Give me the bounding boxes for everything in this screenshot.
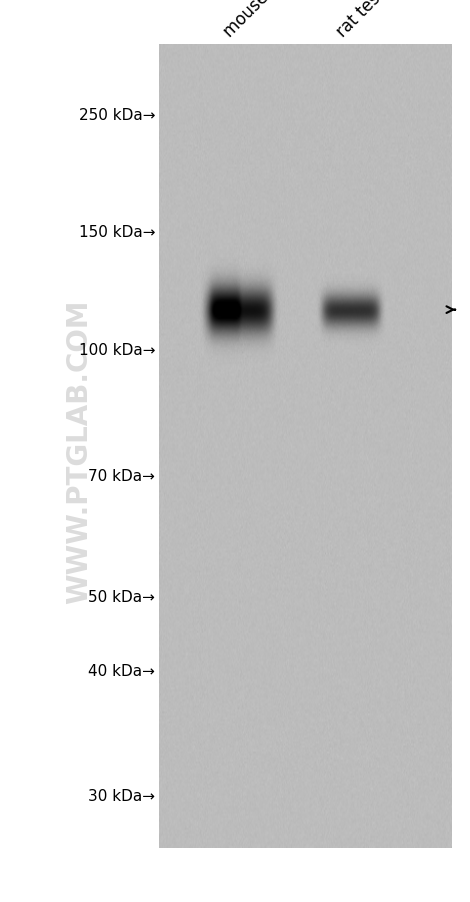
- Text: rat testis: rat testis: [333, 0, 398, 41]
- Text: WWW.PTGLAB.COM: WWW.PTGLAB.COM: [65, 299, 93, 603]
- Text: 30 kDa→: 30 kDa→: [88, 788, 155, 803]
- Text: 250 kDa→: 250 kDa→: [78, 108, 155, 123]
- Text: mouse testis: mouse testis: [220, 0, 308, 41]
- Text: 50 kDa→: 50 kDa→: [88, 590, 155, 604]
- Text: 70 kDa→: 70 kDa→: [88, 469, 155, 483]
- Text: 100 kDa→: 100 kDa→: [78, 343, 155, 357]
- Text: 150 kDa→: 150 kDa→: [78, 226, 155, 240]
- Text: 40 kDa→: 40 kDa→: [88, 664, 155, 678]
